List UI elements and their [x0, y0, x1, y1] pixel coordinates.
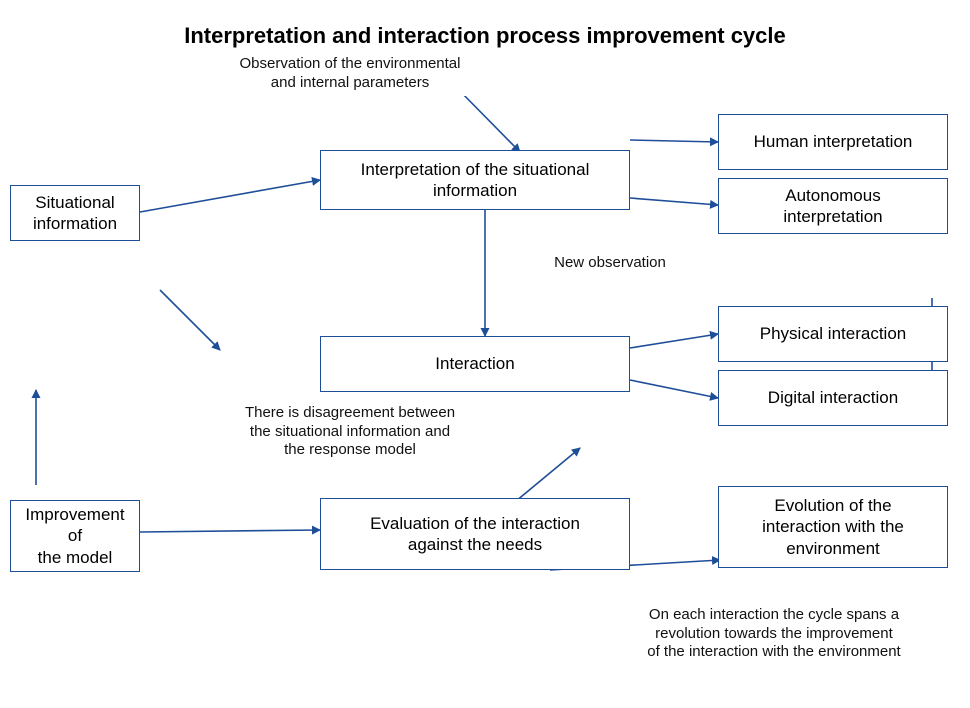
edge-3 — [630, 140, 718, 142]
node-disagree-text: There is disagreement between the situat… — [245, 404, 455, 460]
node-title-text: Interpretation and interaction process i… — [184, 22, 786, 50]
edge-5 — [630, 334, 718, 348]
node-impr: Improvement of the model — [10, 500, 140, 572]
node-eval: Evaluation of the interaction against th… — [320, 498, 630, 570]
node-digi: Digital interaction — [718, 370, 948, 426]
node-auto: Autonomous interpretation — [718, 178, 948, 234]
node-evo: Evolution of the interaction with the en… — [718, 486, 948, 568]
node-hi-text: Human interpretation — [754, 131, 913, 152]
node-phys: Physical interaction — [718, 306, 948, 362]
node-obs-text: Observation of the environmental and int… — [240, 55, 461, 93]
edge-4 — [630, 198, 718, 205]
node-hi: Human interpretation — [718, 114, 948, 170]
node-evo-text: Evolution of the interaction with the en… — [762, 495, 904, 559]
node-interpret-text: Interpretation of the situational inform… — [361, 159, 590, 202]
edge-7 — [140, 530, 320, 532]
node-sit: Situational information — [10, 185, 140, 241]
node-newobs: New observation — [515, 248, 705, 278]
edge-0 — [140, 180, 320, 212]
node-digi-text: Digital interaction — [768, 387, 898, 408]
node-impr-text: Improvement of the model — [21, 504, 129, 568]
node-eval-text: Evaluation of the interaction against th… — [370, 513, 580, 556]
edge-1 — [160, 290, 220, 350]
node-interact-text: Interaction — [435, 353, 514, 374]
node-interact: Interaction — [320, 336, 630, 392]
node-sit-text: Situational information — [33, 192, 117, 235]
node-phys-text: Physical interaction — [760, 323, 906, 344]
node-interpret: Interpretation of the situational inform… — [320, 150, 630, 210]
node-oneach: On each interaction the cycle spans a re… — [594, 612, 954, 656]
node-title: Interpretation and interaction process i… — [25, 18, 945, 54]
node-oneach-text: On each interaction the cycle spans a re… — [647, 606, 900, 662]
node-newobs-text: New observation — [554, 254, 666, 273]
diagram-canvas: Interpretation and interaction process i… — [0, 0, 970, 708]
node-disagree: There is disagreement between the situat… — [200, 410, 500, 454]
node-auto-text: Autonomous interpretation — [783, 185, 882, 228]
edge-6 — [630, 380, 718, 398]
node-obs: Observation of the environmental and int… — [220, 52, 480, 96]
